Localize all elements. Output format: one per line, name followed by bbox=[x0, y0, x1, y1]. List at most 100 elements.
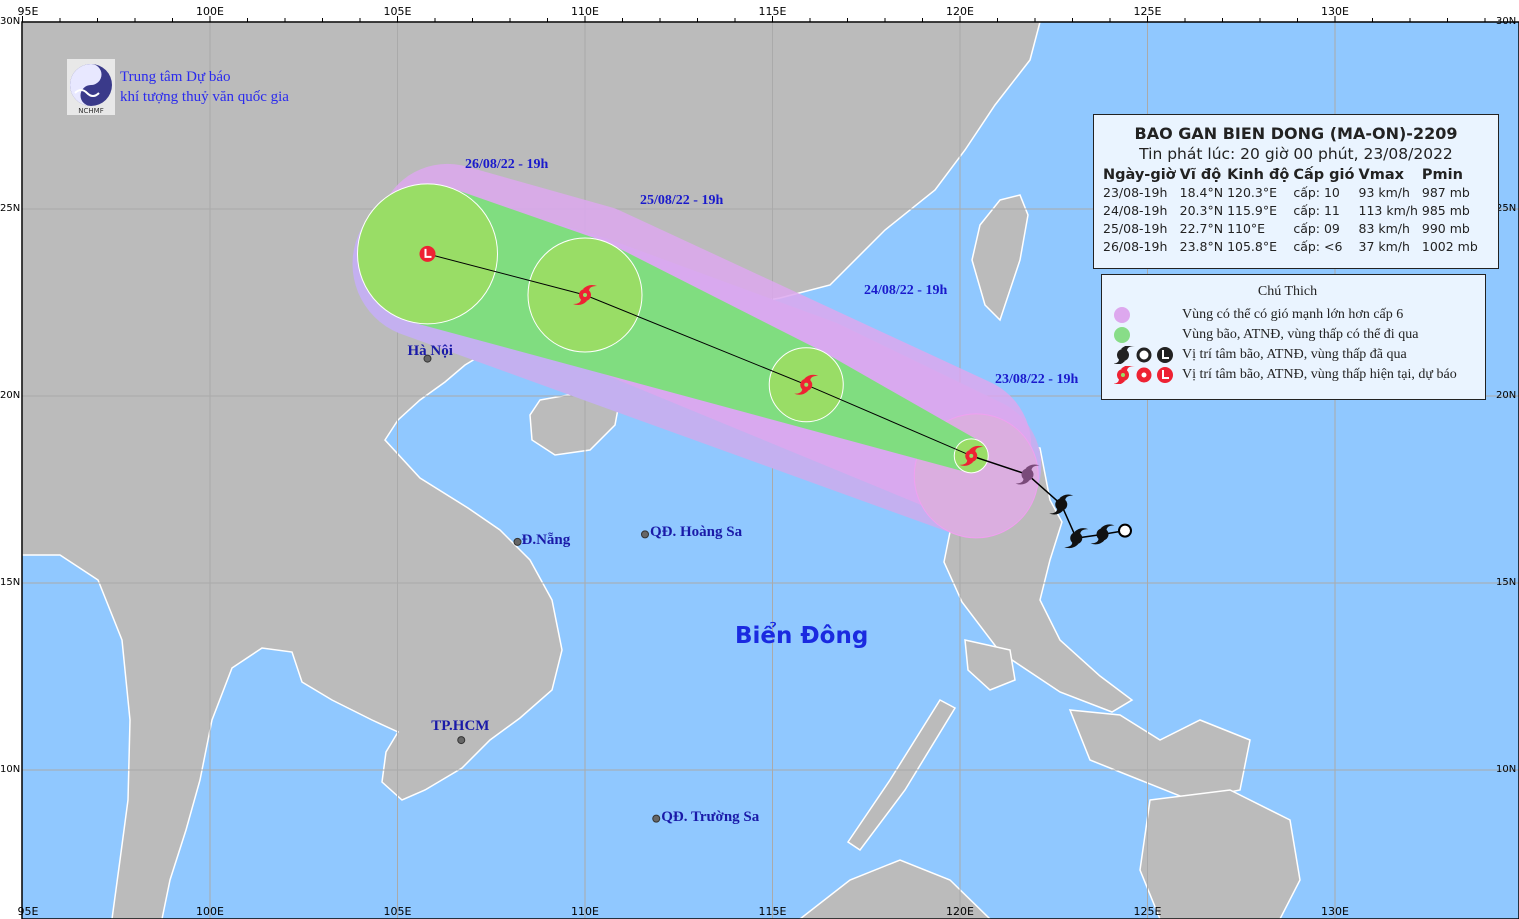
table-cell: cấp: 11 bbox=[1293, 203, 1340, 218]
longitude-label: 120E bbox=[946, 5, 974, 18]
forecast-table: Ngày-giờ Vĩ độ Kinh độ Cấp gió Vmax Pmin 23/0… bbox=[1103, 167, 1482, 257]
place-marker bbox=[513, 537, 522, 546]
green-circle-icon bbox=[1114, 327, 1130, 343]
longitude-label: 100E bbox=[196, 5, 224, 18]
storm-symbol-icon bbox=[1114, 366, 1135, 384]
longitude-label: 95E bbox=[17, 5, 39, 18]
place-marker bbox=[423, 354, 432, 363]
longitude-label: 130E bbox=[1321, 5, 1349, 18]
table-cell: 37 km/h bbox=[1358, 239, 1410, 254]
mindoro-island bbox=[964, 639, 1016, 691]
latitude-label: 20N bbox=[0, 390, 21, 401]
table-row: 26/08-19h 23.8°N 105.8°E cấp: <6 37 km/h 1002… bbox=[1103, 239, 1482, 257]
legend-box: Chú Thich Vùng có thể có gió mạnh lớn hơ… bbox=[1101, 274, 1486, 400]
forecast-time-label: 26/08/22 - 19h bbox=[465, 157, 549, 172]
table-cell: cấp: 09 bbox=[1293, 221, 1340, 236]
low-symbol-icon bbox=[1157, 367, 1173, 383]
longitude-label: 105E bbox=[383, 905, 412, 918]
taiwan-island bbox=[971, 194, 1029, 322]
table-row: 24/08-19h 20.3°N 115.9°E cấp: 11 113 km/h 985… bbox=[1103, 203, 1482, 221]
forecast-time-label: 25/08/22 - 19h bbox=[640, 193, 724, 208]
column-header: Kinh độ bbox=[1227, 167, 1290, 183]
mindanao-island bbox=[1139, 789, 1301, 919]
latitude-label: 30N bbox=[0, 16, 21, 27]
storm-past-icon bbox=[1015, 464, 1040, 485]
column-header: Cấp gió bbox=[1293, 167, 1355, 183]
storm-track bbox=[419, 245, 1132, 823]
storm-forecast-icon bbox=[794, 374, 819, 395]
table-cell: 26/08-19h bbox=[1103, 239, 1168, 254]
table-cell: 25/08-19h bbox=[1103, 221, 1168, 236]
depression-symbol-icon bbox=[1136, 347, 1152, 363]
svg-text:NCHMF: NCHMF bbox=[78, 107, 103, 115]
longitude-label: 100E bbox=[196, 905, 224, 918]
forecast-time-label: 24/08/22 - 19h bbox=[864, 283, 948, 298]
column-header: Vĩ độ bbox=[1179, 167, 1222, 183]
organization-line2: khí tượng thuỷ văn quốc gia bbox=[120, 89, 289, 105]
latitude-label: 25N bbox=[1496, 203, 1517, 214]
longitude-label: 105E bbox=[383, 5, 412, 18]
place-marker bbox=[641, 530, 649, 539]
table-cell: 23/08-19h bbox=[1103, 185, 1168, 200]
table-cell: 23.8°N bbox=[1179, 239, 1224, 254]
storm-past-icon bbox=[1049, 494, 1074, 515]
legend-label: Vị trí tâm bão, ATNĐ, vùng thấp đã qua bbox=[1182, 347, 1407, 362]
table-cell: 18.4°N bbox=[1179, 185, 1224, 200]
place-label: TP.HCM bbox=[431, 718, 490, 735]
latitude-label: 15N bbox=[1496, 577, 1517, 588]
organization-name: Trung tâm Dự báo khí tượng thuỷ văn quốc… bbox=[120, 67, 289, 107]
place-marker bbox=[652, 814, 661, 823]
table-cell: 990 mb bbox=[1421, 221, 1470, 236]
column-header: Pmin bbox=[1421, 167, 1463, 183]
forecast-cone bbox=[352, 163, 1042, 539]
table-row: 25/08-19h 22.7°N 110°E cấp: 09 83 km/h 990 mb bbox=[1103, 221, 1482, 239]
bulletin-title: BAO GAN BIEN DONG (MA-ON)-2209 bbox=[1134, 124, 1458, 143]
table-cell: 105.8°E bbox=[1227, 239, 1278, 254]
legend-item-past: Vị trí tâm bão, ATNĐ, vùng thấp đã qua bbox=[1114, 345, 1407, 365]
low-pressure-icon bbox=[419, 245, 436, 262]
table-cell: 120.3°E bbox=[1227, 185, 1278, 200]
latitude-label: 30N bbox=[1496, 16, 1517, 27]
longitude-label: 110E bbox=[571, 5, 599, 18]
longitude-label: 130E bbox=[1321, 905, 1349, 918]
storm-forecast-icon bbox=[573, 285, 597, 306]
bulletin-issued: Tin phát lúc: 20 giờ 00 phút, 23/08/2022 bbox=[1139, 145, 1453, 163]
sea-label: Biển Đông bbox=[735, 623, 869, 649]
legend-label: Vùng bão, ATNĐ, vùng thấp có thể đi qua bbox=[1182, 327, 1419, 342]
table-cell: 22.7°N bbox=[1179, 221, 1224, 236]
place-label: QĐ. Trường Sa bbox=[661, 808, 760, 825]
latitude-label: 15N bbox=[0, 577, 21, 588]
table-cell: 110°E bbox=[1227, 221, 1266, 236]
organization-line1: Trung tâm Dự báo bbox=[120, 69, 231, 85]
latitude-label: 10N bbox=[0, 764, 21, 775]
table-cell: 985 mb bbox=[1421, 203, 1470, 218]
latitude-label: 25N bbox=[0, 203, 21, 214]
axis-ticks bbox=[22, 16, 1486, 22]
pink-circle-icon bbox=[1114, 307, 1130, 323]
forecast-time-label: 23/08/22 - 19h bbox=[995, 372, 1079, 387]
place-label: Đ.Nẵng bbox=[521, 531, 571, 548]
longitude-label: 125E bbox=[1133, 5, 1162, 18]
legend-label: Vị trí tâm bão, ATNĐ, vùng thấp hiện tại… bbox=[1182, 367, 1457, 382]
column-header: Vmax bbox=[1358, 167, 1404, 183]
bulletin-box: BAO GAN BIEN DONG (MA-ON)-2209 Tin phát … bbox=[1093, 114, 1499, 269]
storm-symbol-icon bbox=[1114, 346, 1135, 364]
place-label: QĐ. Hoàng Sa bbox=[650, 524, 743, 541]
latitude-label: 10N bbox=[1496, 764, 1517, 775]
longitude-label: 120E bbox=[946, 905, 974, 918]
place-marker bbox=[457, 736, 466, 745]
latitude-label: 20N bbox=[1496, 390, 1517, 401]
column-header: Ngày-giờ bbox=[1103, 167, 1176, 183]
table-cell: 113 km/h bbox=[1358, 203, 1418, 218]
longitude-label: 115E bbox=[758, 5, 787, 18]
forecast-track-line bbox=[427, 253, 972, 457]
table-cell: 83 km/h bbox=[1358, 221, 1410, 236]
low-symbol-icon bbox=[1157, 347, 1173, 363]
storm-past-icon bbox=[1090, 524, 1115, 545]
table-cell: 1002 mb bbox=[1421, 239, 1478, 254]
longitude-label: 110E bbox=[571, 905, 599, 918]
legend-item-cone: Vùng bão, ATNĐ, vùng thấp có thể đi qua bbox=[1114, 325, 1418, 345]
borneo-island bbox=[798, 859, 992, 919]
table-row: 23/08-19h 18.4°N 120.3°E cấp: 10 93 km/h 987 … bbox=[1103, 185, 1482, 203]
nchmf-logo-icon: NCHMF bbox=[70, 64, 112, 115]
